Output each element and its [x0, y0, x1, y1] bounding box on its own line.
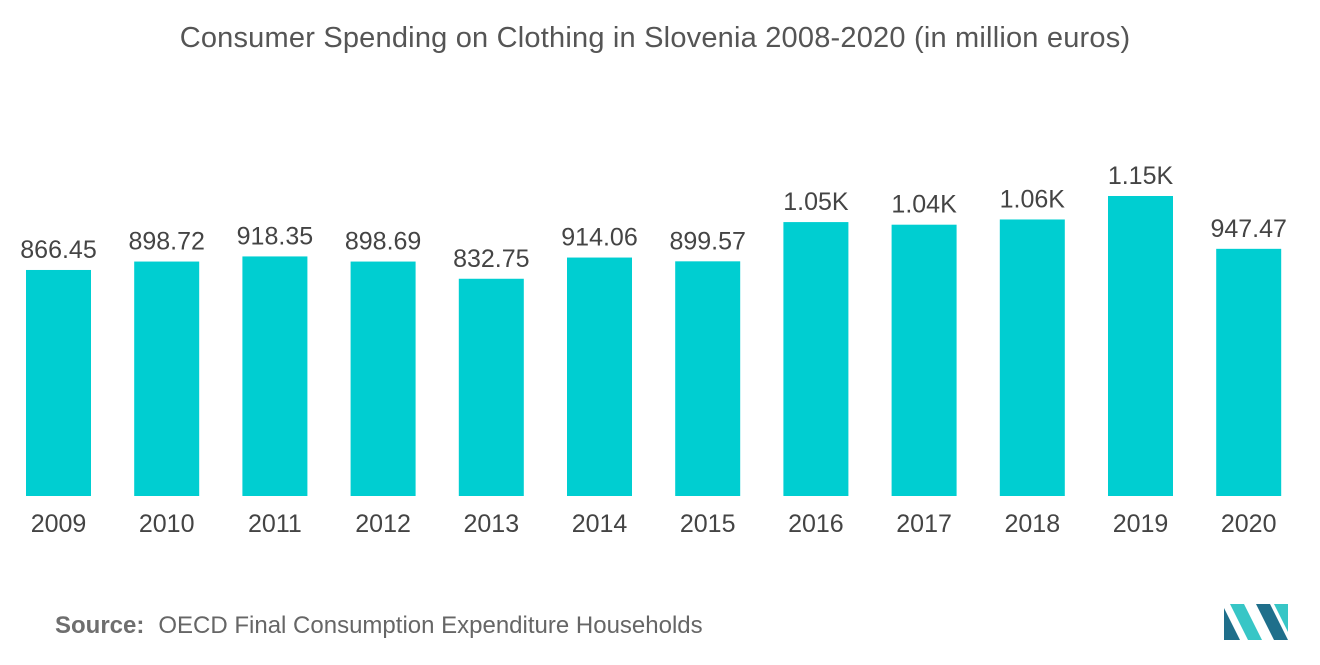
data-label-2016: 1.05K [783, 188, 849, 216]
data-label-2009: 866.45 [20, 236, 96, 264]
data-label-2013: 832.75 [453, 245, 529, 273]
x-tick-label-2017: 2017 [896, 510, 952, 538]
bar-2019 [1108, 196, 1173, 496]
data-label-2012: 898.69 [345, 228, 421, 256]
source-text: OECD Final Consumption Expenditure House… [158, 612, 703, 639]
x-tick-label-2015: 2015 [680, 510, 736, 538]
bar-2018 [999, 219, 1065, 496]
source-note: Source: OECD Final Consumption Expenditur… [55, 612, 703, 640]
data-label-2020: 947.47 [1210, 215, 1286, 243]
data-label-2010: 898.72 [128, 228, 204, 256]
bar-2009 [26, 269, 91, 496]
bar-2011 [242, 256, 308, 496]
x-tick-label-2014: 2014 [572, 510, 628, 538]
x-tick-label-2019: 2019 [1113, 510, 1169, 538]
data-label-2018: 1.06K [1000, 185, 1066, 213]
x-tick-label-2020: 2020 [1221, 510, 1277, 538]
source-label: Source: [55, 612, 145, 639]
data-label-2019: 1.15K [1108, 162, 1174, 190]
data-label-2014: 914.06 [561, 224, 637, 252]
data-label-2011: 918.35 [237, 222, 313, 250]
brand-logo-icon [1224, 604, 1288, 640]
data-label-2015: 899.57 [669, 227, 745, 255]
chart-title: Consumer Spending on Clothing in Sloveni… [179, 22, 1131, 54]
bar-2010 [134, 261, 200, 496]
bar-2016 [783, 222, 849, 496]
x-tick-label-2013: 2013 [463, 510, 519, 538]
bar-chart: 866.45 2009 898.72 2010 918.35 2011 898.69 2012… [20, 162, 1287, 538]
x-tick-label-2011: 2011 [248, 510, 302, 538]
bar-2012 [350, 261, 416, 496]
bar-2017 [891, 224, 957, 496]
data-label-2017: 1.04K [891, 191, 957, 219]
x-tick-label-2016: 2016 [788, 510, 844, 538]
x-tick-label-2010: 2010 [139, 510, 195, 538]
bar-2013 [458, 278, 524, 496]
x-tick-label-2018: 2018 [1004, 510, 1060, 538]
bar-2014 [567, 257, 632, 496]
bar-2015 [675, 261, 741, 496]
x-tick-label-2009: 2009 [31, 510, 87, 538]
x-tick-label-2012: 2012 [355, 510, 411, 538]
bar-2020 [1216, 248, 1282, 496]
